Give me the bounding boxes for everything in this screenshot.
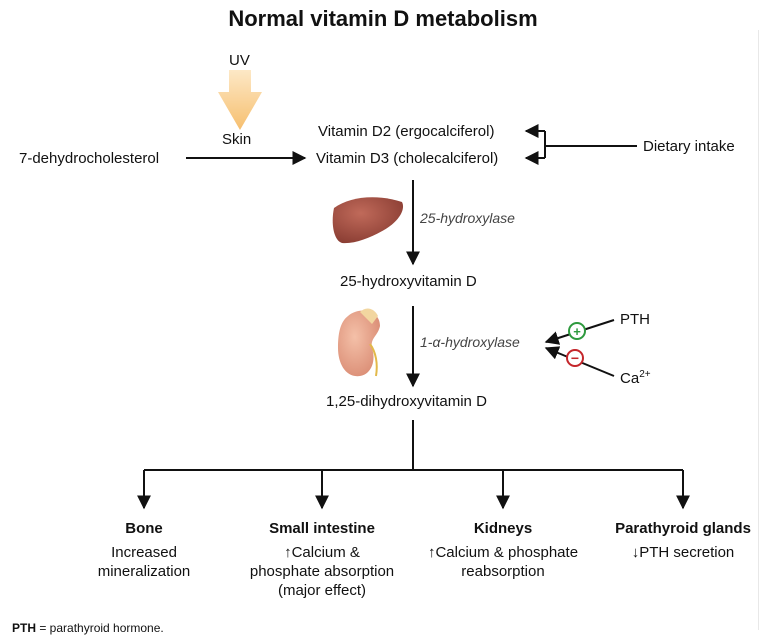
target-kidneys: Kidneys ↑Calcium & phosphate reabsorptio…: [413, 520, 593, 581]
minus-icon: [566, 349, 584, 367]
uv-label: UV: [229, 52, 250, 69]
diagram-title: Normal vitamin D metabolism: [228, 6, 538, 31]
desc-line: (major effect): [277, 582, 367, 599]
calcium-charge: 2+: [639, 369, 651, 380]
desc-line: phosphate absorption: [249, 563, 395, 580]
footnote: PTH = parathyroid hormone.: [12, 621, 164, 635]
target-description: ↑Calcium & phosphate reabsorption: [413, 543, 593, 581]
target-description: ↑Calcium & phosphate absorption (major e…: [227, 543, 417, 600]
target-parathyroid: Parathyroid glands ↓PTH secretion: [603, 520, 763, 562]
target-title: Small intestine: [269, 520, 375, 537]
desc-line: reabsorption: [461, 563, 545, 580]
target-description: ↓PTH secretion: [603, 543, 763, 562]
plus-sign: +: [573, 324, 581, 339]
dietary-label: Dietary intake: [643, 138, 735, 155]
liver-enzyme-label: 25-hydroxylase: [420, 210, 515, 226]
target-small-intestine: Small intestine ↑Calcium & phosphate abs…: [227, 520, 417, 600]
target-bone: Bone Increased mineralization: [64, 520, 224, 581]
target-title: Bone: [125, 520, 163, 537]
kidney-icon: [338, 308, 380, 377]
calcium-label: Ca2+: [620, 369, 651, 387]
precursor-label: 7-dehydrocholesterol: [19, 150, 160, 167]
calcitriol-label: 1,25-dihydroxyvitamin D: [326, 393, 487, 410]
desc-line: mineralization: [97, 563, 191, 580]
target-description: Increased mineralization: [64, 543, 224, 581]
target-title: Parathyroid glands: [615, 520, 751, 537]
kidney-enzyme-label: 1-α-hydroxylase: [420, 334, 520, 350]
vitamin-d3-label: Vitamin D3 (cholecalciferol): [316, 150, 499, 167]
desc-line: ↓PTH secretion: [631, 544, 735, 561]
uv-arrow-icon: [218, 70, 262, 130]
footnote-text: = parathyroid hormone.: [36, 621, 164, 635]
calcidiol-label: 25-hydroxyvitamin D: [340, 273, 477, 290]
skin-label: Skin: [222, 131, 252, 148]
vitamin-d2-label: Vitamin D2 (ergocalciferol): [318, 123, 495, 140]
calcium-base: Ca: [620, 370, 640, 387]
plus-icon: [568, 322, 586, 340]
desc-line: ↑Calcium & phosphate: [427, 544, 579, 561]
footnote-abbr: PTH: [12, 621, 36, 635]
pth-label: PTH: [620, 311, 650, 328]
desc-line: Increased: [111, 544, 177, 561]
target-title: Kidneys: [473, 520, 533, 537]
liver-icon: [332, 197, 404, 244]
desc-line: ↑Calcium &: [284, 544, 360, 561]
figure-frame: [10, 30, 759, 630]
minus-sign: −: [571, 350, 579, 366]
